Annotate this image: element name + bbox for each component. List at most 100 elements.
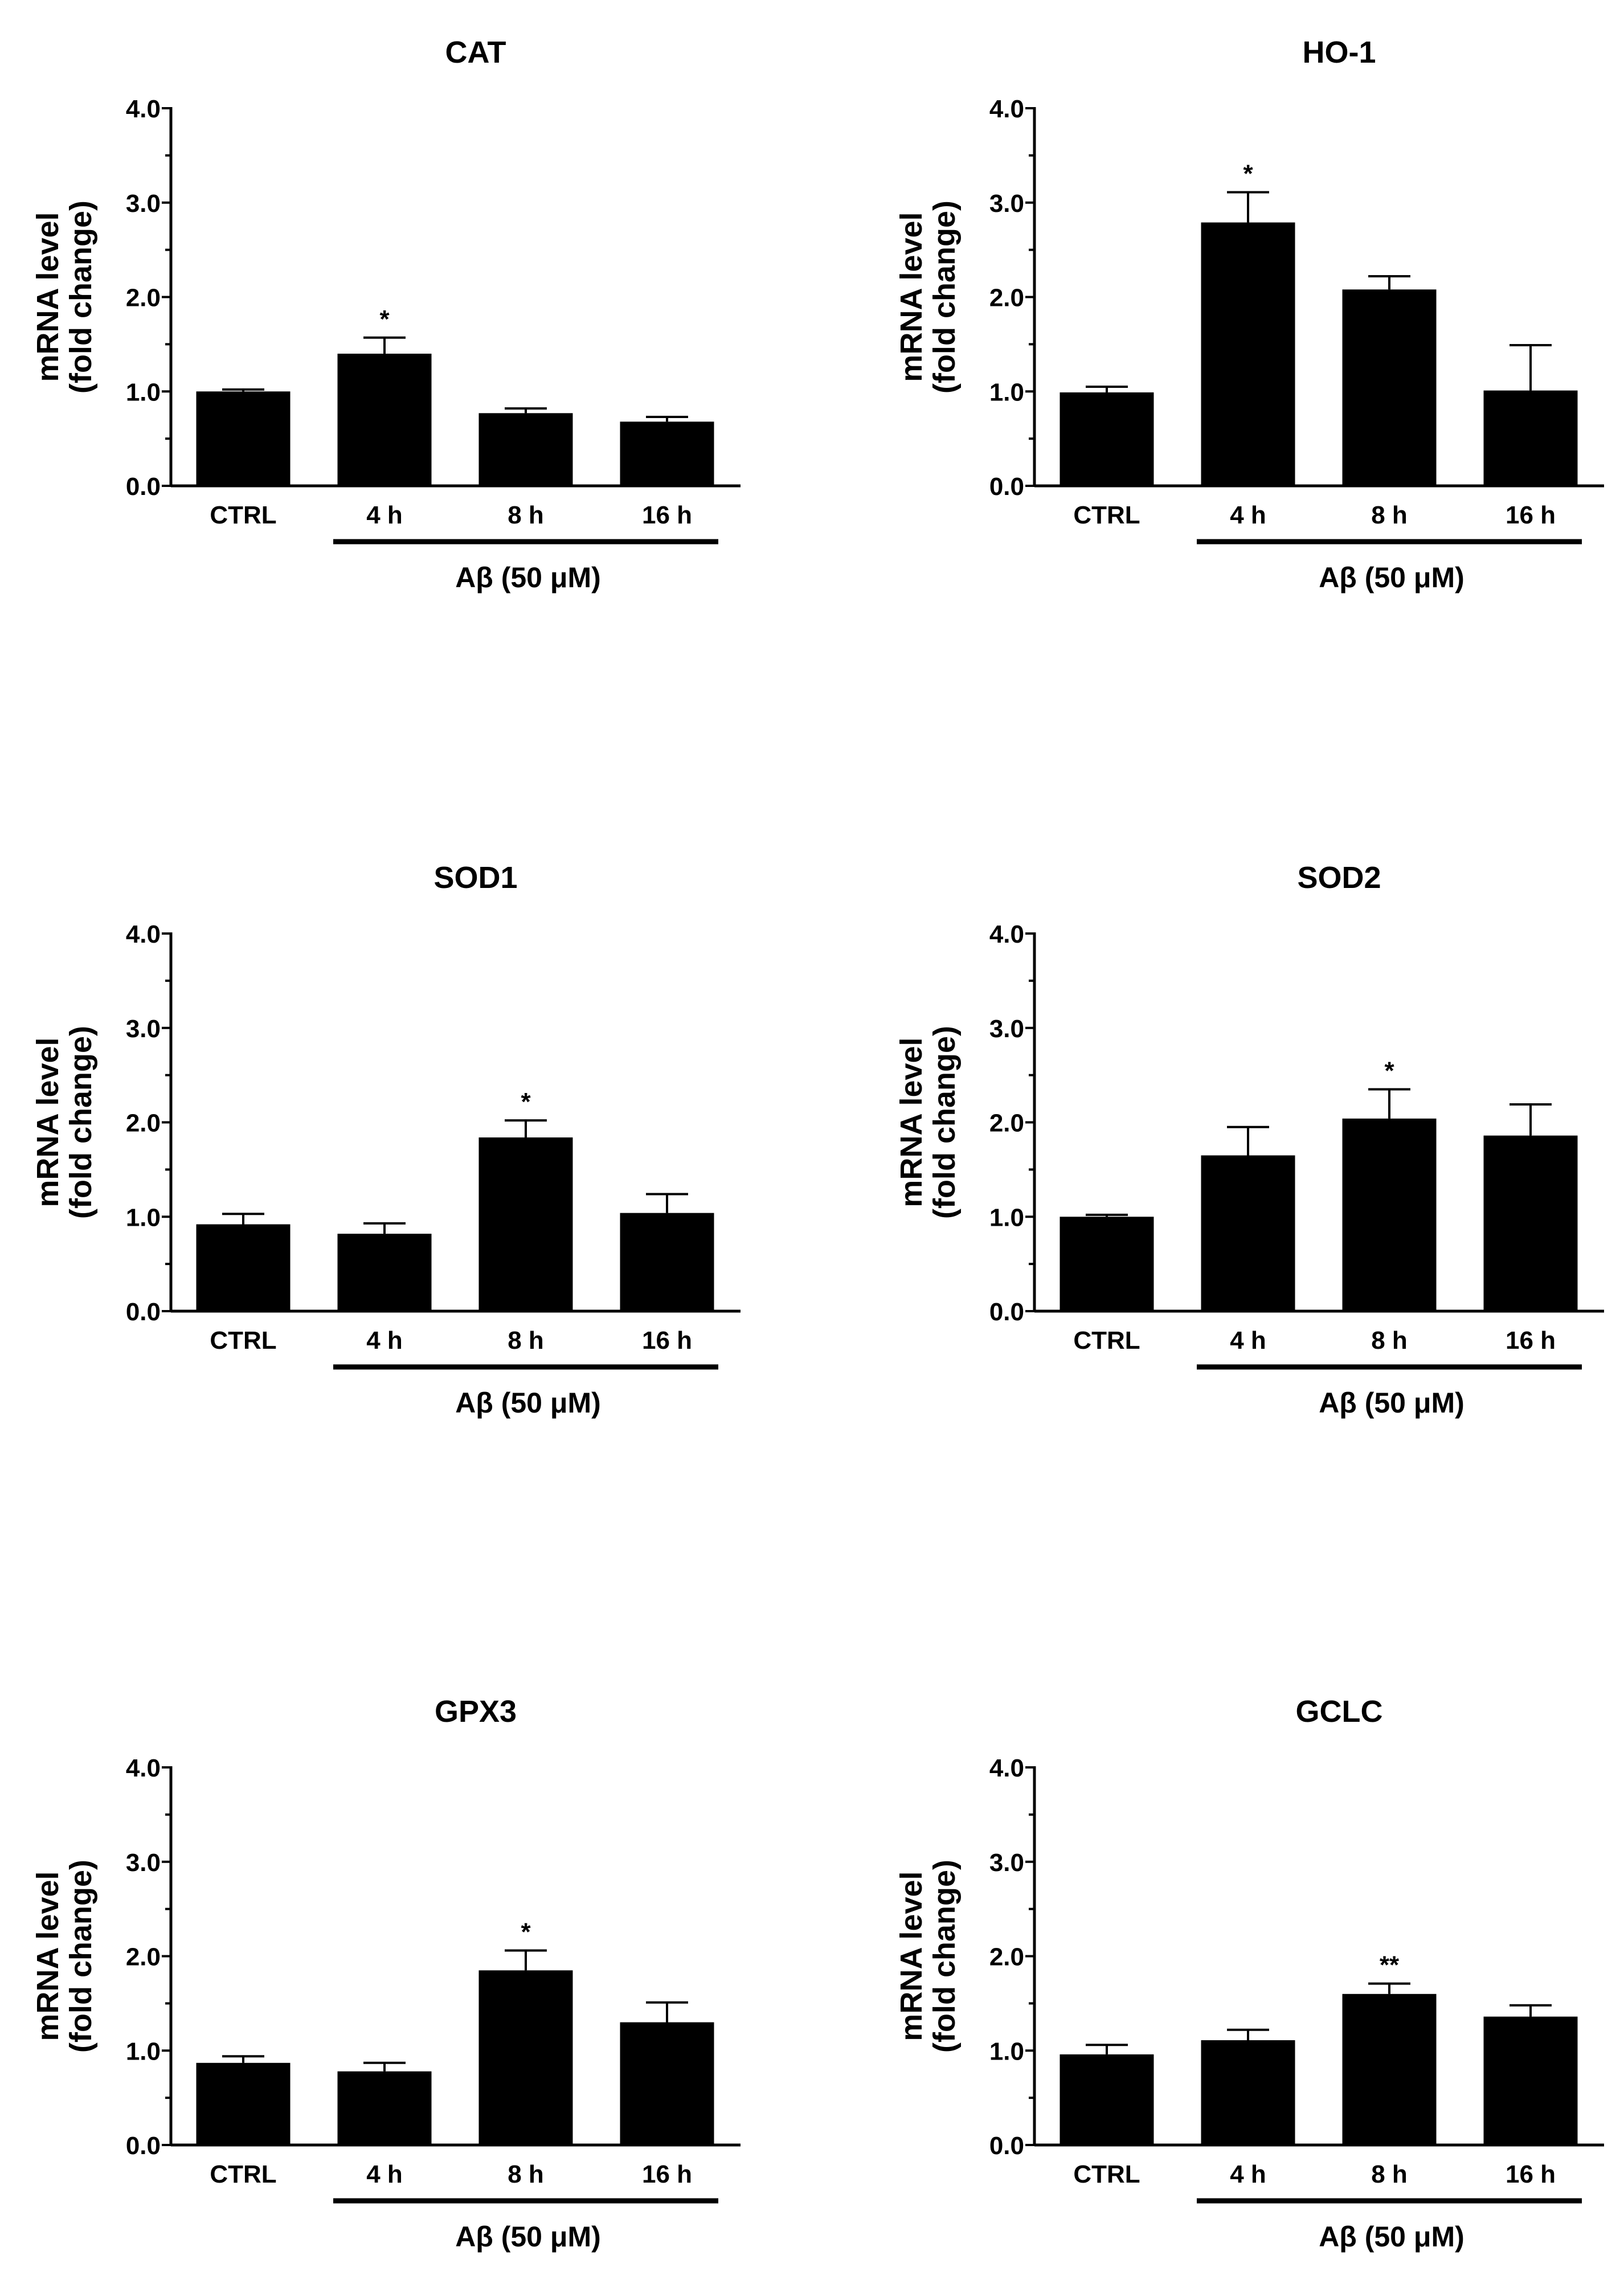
bar <box>1483 390 1578 486</box>
x-tick-label: 16 h <box>642 1327 692 1354</box>
y-tick-label: 3.0 <box>989 1015 1024 1043</box>
chart-panel-gclc: GCLC 0.0 1.0 2.0 3.0 4.0 mRNA level(fold chang… <box>894 1694 1604 2253</box>
bar <box>620 2022 714 2145</box>
group-label: Aβ (50 μM) <box>1319 2221 1465 2253</box>
x-tick-label: CTRL <box>1073 501 1140 529</box>
y-tick-label: 1.0 <box>126 2037 161 2065</box>
x-tick-label: CTRL <box>210 2160 276 2188</box>
y-axis-label-units: (fold change) <box>64 1860 98 2053</box>
y-tick-label: 3.0 <box>126 190 161 218</box>
chart-panel-ho-1: HO-1 0.0 1.0 2.0 3.0 4.0 mRNA level(fold chang… <box>894 35 1604 593</box>
bar <box>196 2062 291 2145</box>
y-tick-label: 3.0 <box>126 1015 161 1043</box>
significance-marker: * <box>521 1918 531 1946</box>
group-label: Aβ (50 μM) <box>1319 562 1465 593</box>
bar <box>196 1224 291 1311</box>
chart-panel-sod1: SOD1 0.0 1.0 2.0 3.0 4.0 mRNA level(fold chang… <box>31 861 741 1419</box>
bar <box>1342 289 1437 486</box>
chart-panel-sod2: SOD2 0.0 1.0 2.0 3.0 4.0 mRNA level(fold chang… <box>894 861 1604 1419</box>
x-tick-label: 4 h <box>1230 2160 1266 2188</box>
x-tick-label: CTRL <box>1073 2160 1140 2188</box>
y-tick-label: 4.0 <box>126 95 161 123</box>
bar <box>337 1234 432 1311</box>
x-tick-label: CTRL <box>210 501 276 529</box>
significance-marker: * <box>379 305 390 333</box>
x-tick-label: 8 h <box>1371 1327 1408 1354</box>
bar <box>1483 1135 1578 1311</box>
y-tick-label: 2.0 <box>989 1110 1024 1137</box>
y-tick-label: 2.0 <box>126 1110 161 1137</box>
bar <box>620 421 714 486</box>
group-label: Aβ (50 μM) <box>455 1387 601 1419</box>
y-axis-label: mRNA level <box>894 1871 928 2041</box>
x-tick-label: 4 h <box>1230 501 1266 529</box>
y-axis-label-units: (fold change) <box>927 200 962 394</box>
y-axis-label: mRNA level <box>31 212 65 382</box>
x-tick-label: 16 h <box>642 501 692 529</box>
chart-panel-cat: CAT 0.0 1.0 2.0 3.0 4.0 mRNA level(fold change… <box>31 35 741 593</box>
group-label: Aβ (50 μM) <box>455 562 601 593</box>
x-tick-label: 16 h <box>642 2160 692 2188</box>
y-axis-label-units: (fold change) <box>64 1026 98 1219</box>
y-axis-label: mRNA level <box>894 212 928 382</box>
bar <box>196 391 291 486</box>
y-tick-label: 1.0 <box>989 378 1024 406</box>
bar <box>478 1137 573 1311</box>
significance-marker: * <box>1243 160 1253 188</box>
x-tick-label: 8 h <box>1371 501 1408 529</box>
y-tick-label: 4.0 <box>989 95 1024 123</box>
bar <box>1342 1993 1437 2145</box>
x-tick-label: 4 h <box>366 1327 403 1354</box>
y-axis-label-units: (fold change) <box>64 200 98 394</box>
y-axis-label: mRNA level <box>31 1871 65 2041</box>
y-tick-label: 3.0 <box>126 1849 161 1877</box>
x-tick-label: 8 h <box>508 2160 544 2188</box>
y-tick-label: 0.0 <box>989 473 1024 501</box>
y-tick-label: 4.0 <box>126 920 161 948</box>
y-tick-label: 3.0 <box>989 190 1024 218</box>
group-label: Aβ (50 μM) <box>1319 1387 1465 1419</box>
y-tick-label: 4.0 <box>989 1754 1024 1782</box>
x-tick-label: 8 h <box>508 1327 544 1354</box>
x-tick-label: 4 h <box>366 2160 403 2188</box>
y-tick-label: 0.0 <box>126 2132 161 2160</box>
y-tick-label: 1.0 <box>126 378 161 406</box>
y-tick-label: 0.0 <box>989 1298 1024 1326</box>
bar <box>337 2071 432 2145</box>
chart-title: HO-1 <box>1302 35 1376 69</box>
x-tick-label: 4 h <box>366 501 403 529</box>
bar <box>620 1213 714 1311</box>
x-tick-label: 4 h <box>1230 1327 1266 1354</box>
significance-marker: * <box>1384 1057 1394 1084</box>
significance-marker: * <box>521 1088 531 1116</box>
x-tick-label: 16 h <box>1506 2160 1556 2188</box>
y-tick-label: 0.0 <box>126 1298 161 1326</box>
y-tick-label: 2.0 <box>126 284 161 312</box>
bar <box>1060 1217 1154 1311</box>
y-axis-label: mRNA level <box>894 1037 928 1207</box>
x-tick-label: 16 h <box>1506 1327 1556 1354</box>
y-axis-label: mRNA level <box>31 1037 65 1207</box>
bar <box>1201 1155 1295 1311</box>
bar <box>1201 2040 1295 2145</box>
chart-panel-gpx3: GPX3 0.0 1.0 2.0 3.0 4.0 mRNA level(fold chang… <box>31 1694 741 2253</box>
bar <box>478 413 573 486</box>
bar <box>1060 392 1154 486</box>
y-tick-label: 2.0 <box>989 284 1024 312</box>
chart-title: GCLC <box>1296 1694 1383 1729</box>
group-label: Aβ (50 μM) <box>455 2221 601 2253</box>
y-axis-label-units: (fold change) <box>927 1026 962 1219</box>
bar <box>1342 1118 1437 1311</box>
significance-marker: ** <box>1380 1951 1400 1979</box>
chart-title: GPX3 <box>435 1694 517 1729</box>
bar <box>1060 2054 1154 2145</box>
chart-title: SOD1 <box>433 861 517 895</box>
bar <box>1201 222 1295 486</box>
x-tick-label: CTRL <box>1073 1327 1140 1354</box>
x-tick-label: 8 h <box>508 501 544 529</box>
y-tick-label: 1.0 <box>989 2037 1024 2065</box>
bar <box>478 1970 573 2145</box>
y-tick-label: 4.0 <box>126 1754 161 1782</box>
bar <box>337 353 432 486</box>
